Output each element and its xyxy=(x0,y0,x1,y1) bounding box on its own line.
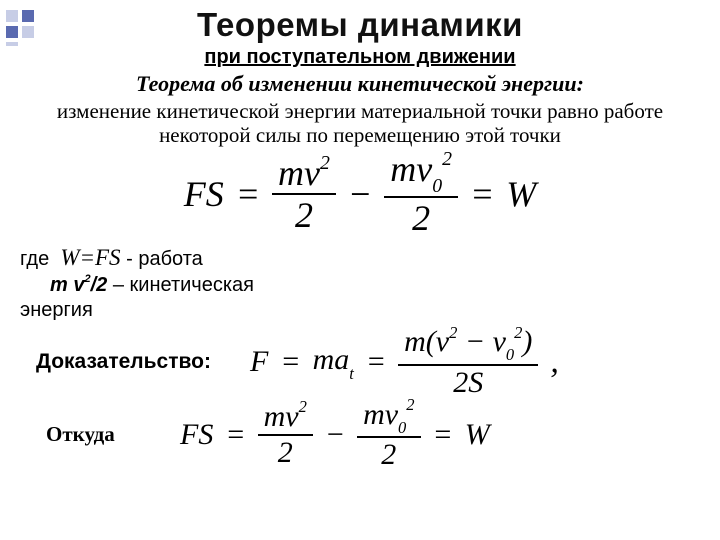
t1-den: 2 xyxy=(289,197,319,233)
frac-force: m(v2 − v02) 2S xyxy=(398,327,538,398)
ke-text: – кинетическая xyxy=(113,274,254,296)
corner-decoration-icon xyxy=(6,10,34,46)
r-t1d: 2 xyxy=(272,438,299,468)
work-text: - работа xyxy=(126,248,203,270)
page-title: Теоремы динамики xyxy=(18,6,702,44)
ma-sub: t xyxy=(349,364,354,383)
nd: 0 xyxy=(506,345,514,364)
whence-row: Откуда FS = mv2 2 − mv02 2 = W xyxy=(18,400,702,471)
where-lead: где xyxy=(20,248,49,270)
eq-a: = xyxy=(276,345,304,379)
r-t2n: mv xyxy=(363,398,398,431)
equals-1: = xyxy=(232,173,264,215)
comma: , xyxy=(546,343,559,381)
F: F xyxy=(250,345,268,379)
r-t1s: 2 xyxy=(299,397,307,416)
ke-sup: 2 xyxy=(84,273,90,285)
subtitle: при поступательном движении xyxy=(18,46,702,69)
r-t2: mv02 2 xyxy=(357,400,420,471)
r-lhs: FS xyxy=(180,418,213,452)
r-t1n: mv xyxy=(264,400,299,433)
r-t2d: 2 xyxy=(375,440,402,470)
t2-sup: 2 xyxy=(442,148,452,170)
eq-b: = xyxy=(362,345,390,379)
ke-text-2: энергия xyxy=(20,298,380,323)
t2-num: mv xyxy=(390,149,432,189)
force-den: 2S xyxy=(447,368,489,398)
t1-sup: 2 xyxy=(320,152,330,174)
nc: − v xyxy=(457,325,506,358)
r-minus: − xyxy=(321,418,349,452)
equals-2: = xyxy=(466,173,498,215)
formula-kinetic-energy: FS = mv2 2 − mv02 2 = W xyxy=(18,151,702,236)
rhs: W xyxy=(506,173,536,215)
slide: Теоремы динамики при поступательном движ… xyxy=(0,0,720,540)
ma: ma xyxy=(313,343,350,376)
ke-tail: /2 xyxy=(91,274,108,296)
t1-num: mv xyxy=(278,153,320,193)
r-t1: mv2 2 xyxy=(258,402,313,468)
term-2: mv02 2 xyxy=(384,151,458,236)
formula-force: F = mat = m(v2 − v02) 2S , xyxy=(250,327,559,398)
r-t2b: 0 xyxy=(398,418,406,437)
r-t2s: 2 xyxy=(406,395,414,414)
minus: − xyxy=(344,173,376,215)
where-block: где W=FS - работа m v2/2 – кинетическая … xyxy=(20,244,380,323)
theorem-name: Теорема об изменении кинетической энерги… xyxy=(18,71,702,97)
term-1: mv2 2 xyxy=(272,155,336,233)
lhs: FS xyxy=(184,173,224,215)
r-rhs: W xyxy=(465,418,490,452)
formula-result: FS = mv2 2 − mv02 2 = W xyxy=(180,400,490,471)
nb: 2 xyxy=(449,323,457,342)
whence-label: Откуда xyxy=(18,422,156,447)
nf: ) xyxy=(522,325,532,358)
r-eq2: = xyxy=(429,418,457,452)
na: m(v xyxy=(404,325,449,358)
proof-row: Доказательство: F = mat = m(v2 − v02) 2S… xyxy=(18,327,702,398)
proof-label: Доказательство: xyxy=(18,351,226,373)
t2-sub: 0 xyxy=(432,175,442,197)
t2-den: 2 xyxy=(406,200,436,236)
work-symbol: W=FS xyxy=(60,245,120,270)
ne: 2 xyxy=(514,323,522,342)
ke-sym-m: m v xyxy=(50,274,84,296)
theorem-statement: изменение кинетической энергии материаль… xyxy=(18,99,702,147)
r-eq1: = xyxy=(221,418,249,452)
